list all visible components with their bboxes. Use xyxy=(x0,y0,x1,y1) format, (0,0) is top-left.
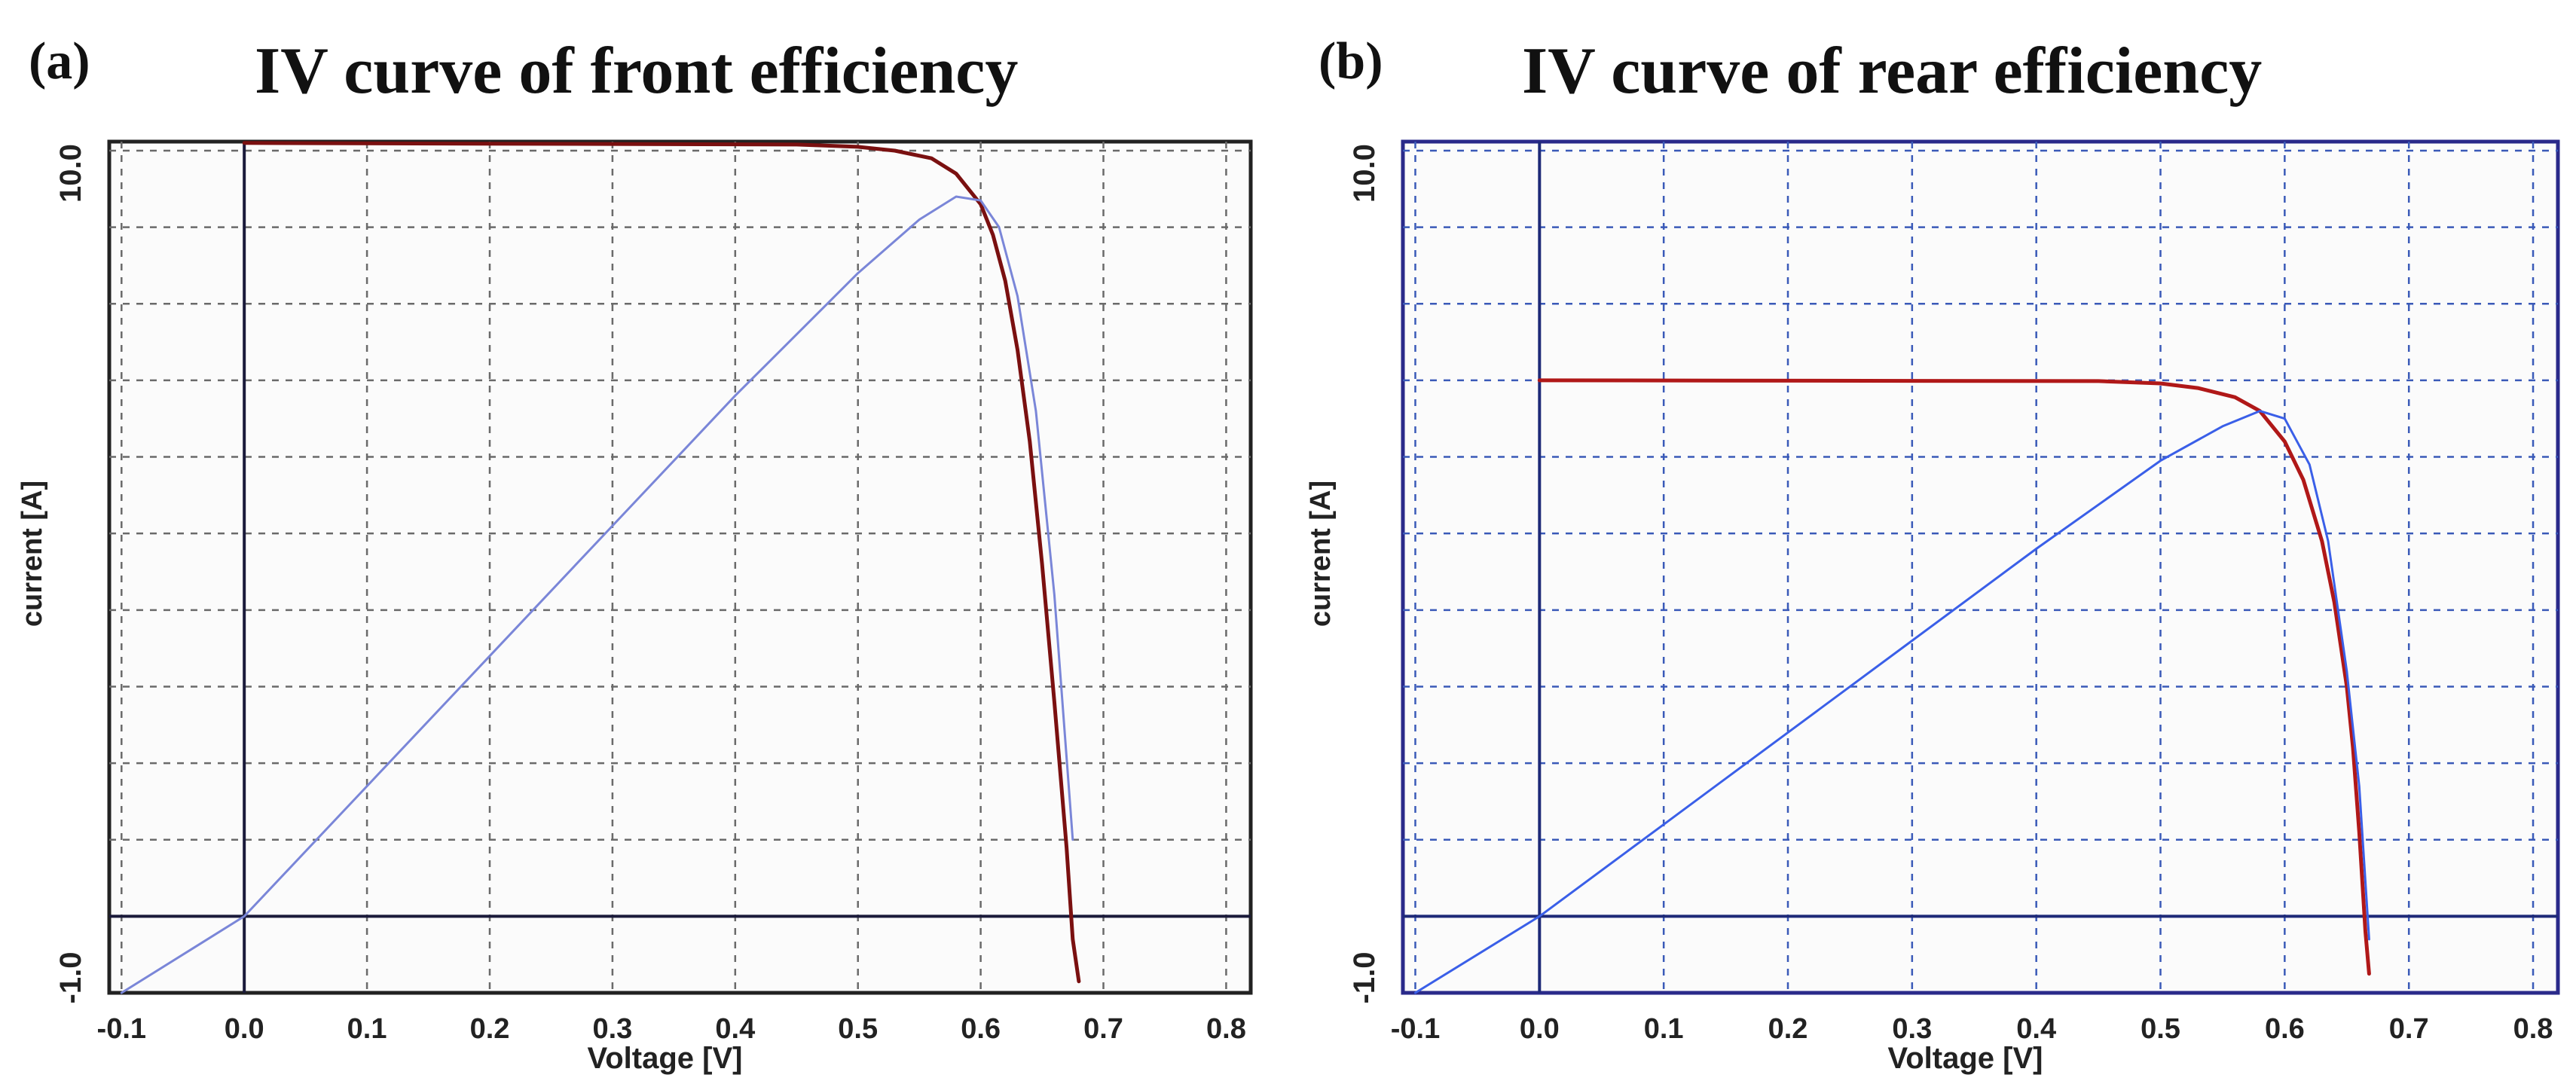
power-curve-line xyxy=(120,195,1074,994)
plot-area xyxy=(107,139,1253,995)
chart-panel-front: (a) IV curve of front efficiency -0.1 0.0… xyxy=(17,32,1253,1075)
x-tick-label: 0.4 xyxy=(2016,1013,2056,1045)
x-tick-label: -0.1 xyxy=(97,1013,146,1045)
x-tick-label: 0.6 xyxy=(961,1013,1001,1045)
x-tick-label: 0.0 xyxy=(1520,1013,1560,1045)
y-tick-label: 10.0 xyxy=(54,144,87,203)
x-tick-label: 0.3 xyxy=(592,1013,632,1045)
x-tick-label: 0.7 xyxy=(2389,1013,2429,1045)
x-tick-label: 0.8 xyxy=(1206,1013,1246,1045)
x-tick-label: 0.4 xyxy=(715,1013,755,1045)
y-tick-label: -1.0 xyxy=(54,952,87,1004)
y-tick-label: 10.0 xyxy=(1348,144,1381,203)
iv-chart-rear: -0.1 0.0 0.1 0.2 0.3 0.4 0.5 0.6 0.7 0.8 -1.0 10.0 V… xyxy=(1305,139,2560,1075)
y-axis-label: current [A] xyxy=(1305,481,1337,627)
x-tick-label: 0.5 xyxy=(838,1013,878,1045)
y-axis-label: current [A] xyxy=(17,481,48,627)
panel-label: (b) xyxy=(1319,32,1383,90)
x-tick-label: 0.1 xyxy=(1644,1013,1684,1045)
panel-label: (a) xyxy=(29,32,90,90)
y-tick-label: -1.0 xyxy=(1348,952,1381,1004)
x-tick-label: 0.1 xyxy=(347,1013,387,1045)
x-axis-label: Voltage [V] xyxy=(588,1042,743,1075)
chart-title: IV curve of front efficiency xyxy=(255,35,1019,108)
x-axis-label: Voltage [V] xyxy=(1888,1042,2043,1075)
iv-curve-line xyxy=(1537,378,2371,976)
x-tick-label: 0.7 xyxy=(1083,1013,1123,1045)
iv-curve-line xyxy=(242,141,1081,984)
x-tick-label: 0.5 xyxy=(2141,1013,2180,1045)
x-tick-label: 0.2 xyxy=(470,1013,510,1045)
iv-chart-front: -0.1 0.0 0.1 0.2 0.3 0.4 0.5 0.6 0.7 0.8 -1.0 10.0 V… xyxy=(17,139,1253,1075)
plot-area xyxy=(1401,139,2560,995)
x-tick-label: 0.8 xyxy=(2513,1013,2553,1045)
x-tick-label: 0.6 xyxy=(2265,1013,2305,1045)
x-tick-label: 0.0 xyxy=(225,1013,264,1045)
chart-title: IV curve of rear efficiency xyxy=(1522,35,2263,108)
x-tick-label: -0.1 xyxy=(1391,1013,1440,1045)
power-curve-line xyxy=(1414,410,2370,994)
x-tick-label: 0.2 xyxy=(1768,1013,1808,1045)
x-tick-label: 0.3 xyxy=(1892,1013,1932,1045)
chart-panel-rear: (b) IV curve of rear efficiency -0.1 0.0 0… xyxy=(1288,0,2576,1087)
